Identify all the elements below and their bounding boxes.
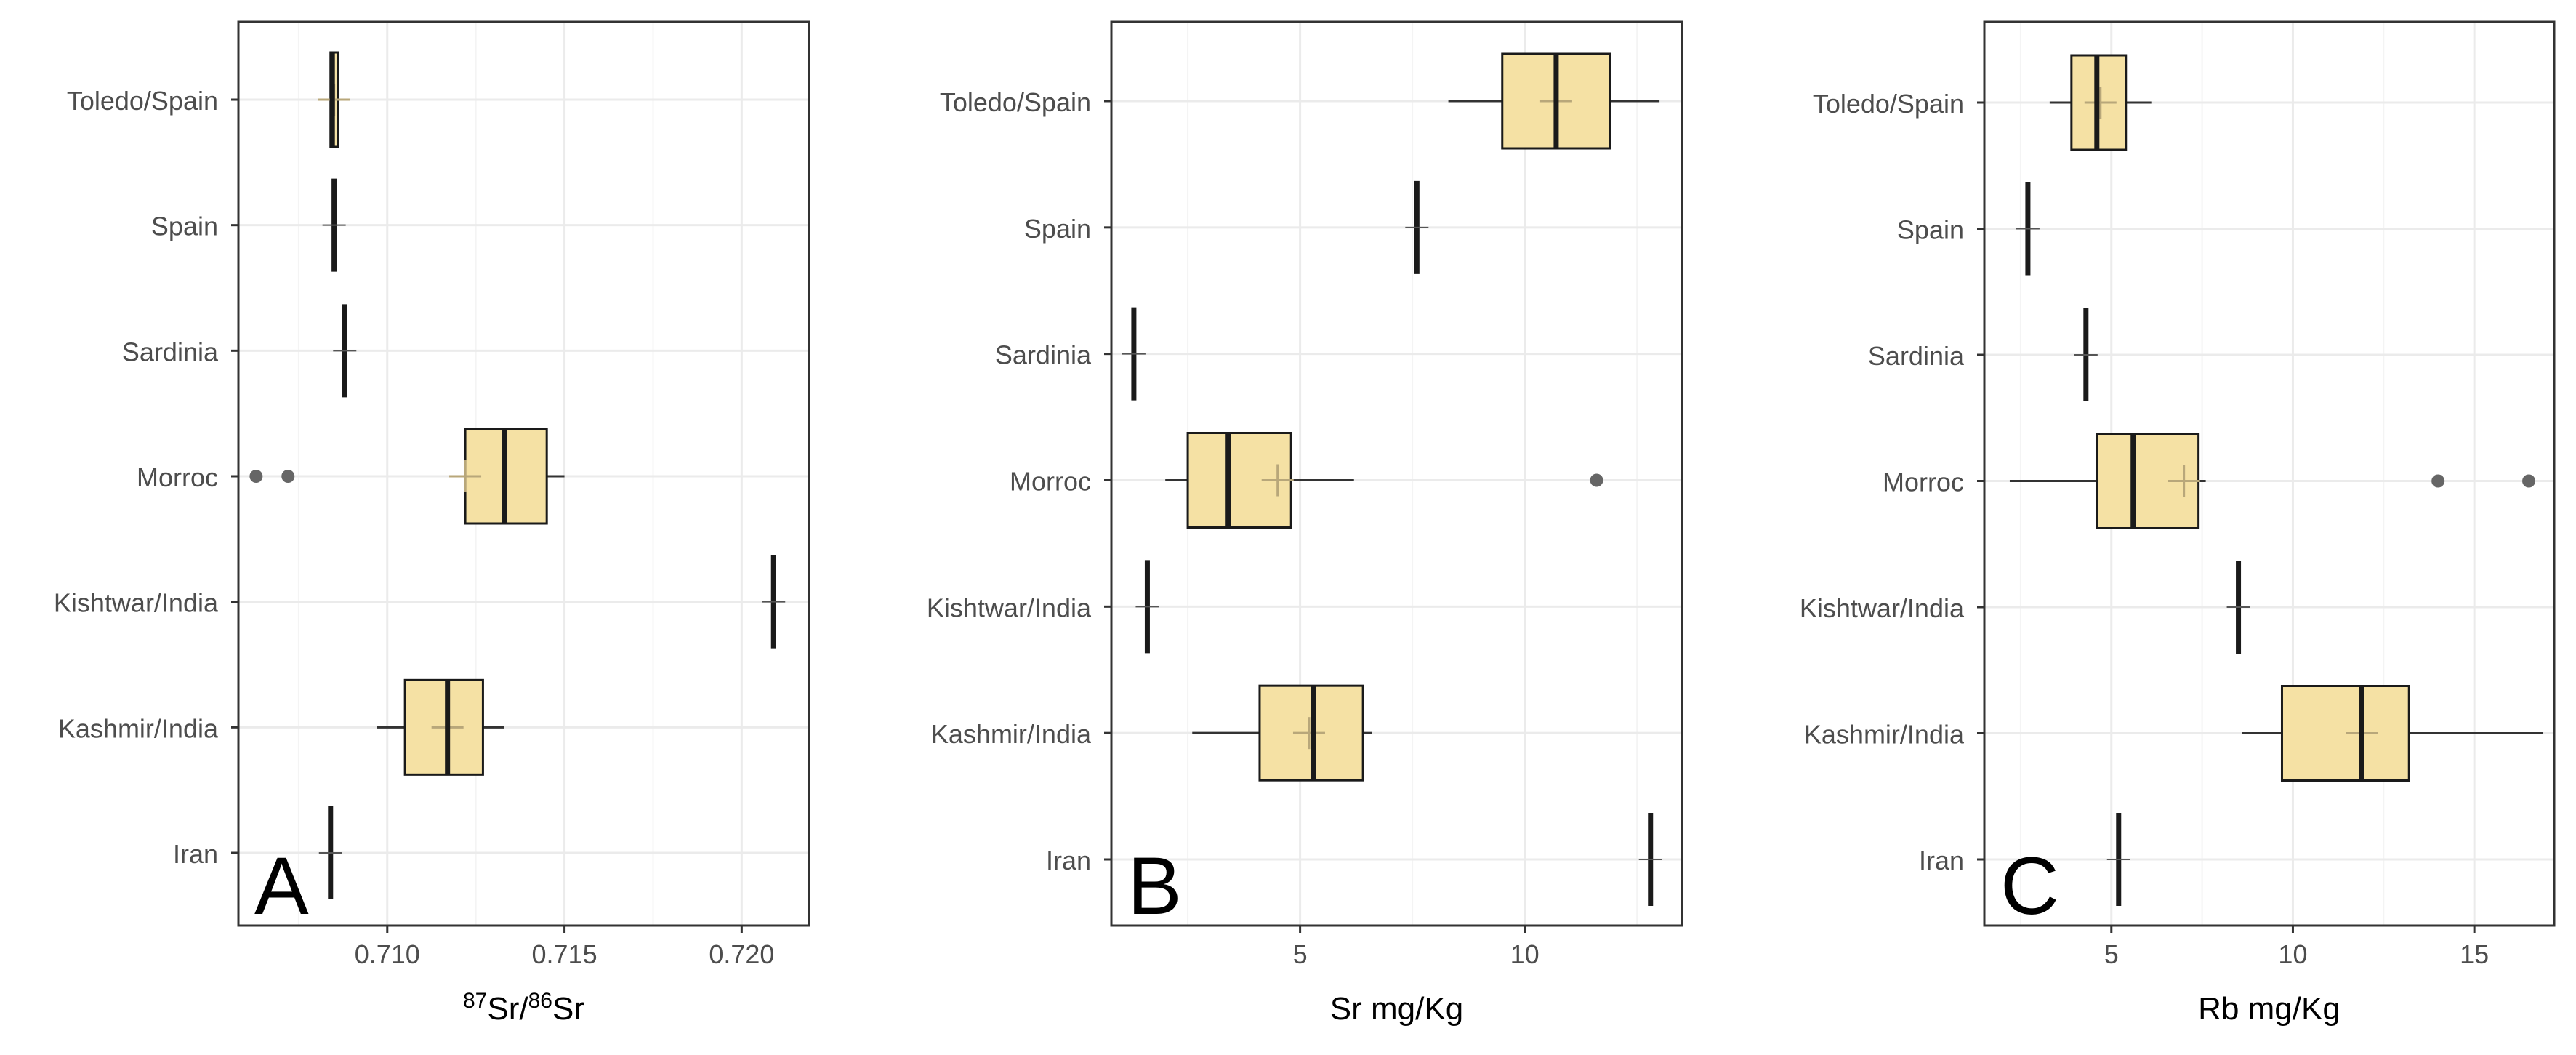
- panel-label: C: [2000, 841, 2059, 931]
- box-spain: [2016, 182, 2040, 276]
- x-axis-title: Rb mg/Kg: [2198, 991, 2340, 1027]
- panel-label: B: [1127, 841, 1182, 931]
- panel-border: [1110, 20, 1683, 927]
- box-iran: [318, 806, 342, 899]
- y-tick-label: Kashmir/India: [58, 713, 219, 743]
- y-tick-label: Spain: [1024, 214, 1091, 244]
- box-morroc: [1165, 432, 1603, 529]
- box-kashmir-india: [1192, 684, 1372, 782]
- panel-background: [1984, 22, 2554, 926]
- box-toledo-spain: [1448, 52, 1660, 150]
- y-tick-label: Morroc: [1883, 468, 1964, 497]
- x-tick-label: 0.710: [355, 939, 420, 969]
- x-tick-label: 0.715: [532, 939, 597, 969]
- box-kishtwar-india: [2226, 561, 2250, 654]
- outlier-point: [2431, 474, 2445, 488]
- y-tick-label: Toledo/Spain: [940, 87, 1091, 117]
- panel-B: Toledo/Spain Spain Sardinia Morroc Kishtwar/…: [927, 20, 1683, 1027]
- y-tick-label: Sardinia: [995, 340, 1092, 370]
- y-tick-label: Kashmir/India: [1804, 720, 1965, 750]
- x-tick-label: 10: [2278, 939, 2307, 969]
- panel-border: [237, 20, 810, 927]
- y-tick-label: Toledo/Spain: [67, 86, 218, 116]
- box-spain: [322, 178, 346, 272]
- y-tick-label: Kishtwar/India: [1800, 593, 1965, 623]
- y-tick-label: Iran: [1919, 846, 1964, 875]
- box-sardinia: [2074, 308, 2098, 401]
- y-tick-label: Toledo/Spain: [1813, 89, 1964, 119]
- box-sardinia: [1122, 307, 1146, 401]
- outlier-point: [2522, 474, 2536, 488]
- x-axis-title: 87Sr/86Sr: [463, 989, 584, 1027]
- y-tick-label: Morroc: [137, 462, 218, 492]
- box-iran: [2106, 813, 2130, 906]
- outlier-point: [1590, 473, 1603, 487]
- x-tick-label: 15: [2460, 939, 2489, 969]
- y-tick-label: Spain: [151, 212, 218, 241]
- panel-A: Toledo/Spain Spain Sardinia Morroc Kishtwar/…: [54, 20, 810, 1027]
- y-tick-label: Kishtwar/India: [54, 588, 219, 618]
- panel-label: A: [254, 841, 309, 931]
- x-tick-label: 10: [1510, 939, 1539, 969]
- y-tick-label: Kishtwar/India: [927, 593, 1092, 622]
- box-kishtwar-india: [762, 555, 786, 649]
- y-tick-label: Iran: [173, 839, 218, 869]
- x-tick-label: 5: [2104, 939, 2119, 969]
- box-kashmir-india: [377, 678, 504, 776]
- panel-border: [1983, 20, 2556, 927]
- x-tick-label: 0.720: [709, 939, 774, 969]
- x-tick-label: 5: [1293, 939, 1308, 969]
- y-tick-label: Sardinia: [122, 337, 219, 366]
- outlier-point: [249, 470, 263, 483]
- box-morroc: [2009, 433, 2536, 529]
- x-axis-title: Sr mg/Kg: [1330, 991, 1463, 1027]
- y-tick-label: Spain: [1897, 215, 1964, 245]
- box-toledo-spain: [318, 51, 350, 148]
- box-iqr: [2280, 685, 2410, 782]
- panel-C: Toledo/Spain Spain Sardinia Morroc Kishtwar/…: [1800, 20, 2556, 1027]
- box-morroc: [249, 428, 565, 525]
- box-kashmir-india: [2242, 685, 2544, 782]
- y-tick-label: Morroc: [1010, 467, 1091, 497]
- y-tick-label: Sardinia: [1868, 341, 1965, 371]
- y-tick-label: Kashmir/India: [931, 719, 1092, 749]
- box-toledo-spain: [2049, 54, 2152, 151]
- box-sardinia: [333, 304, 357, 398]
- box-kishtwar-india: [1135, 560, 1159, 654]
- box-iran: [1638, 813, 1662, 906]
- outlier-point: [281, 470, 295, 483]
- y-tick-label: Iran: [1046, 846, 1091, 875]
- box-spain: [1405, 180, 1429, 274]
